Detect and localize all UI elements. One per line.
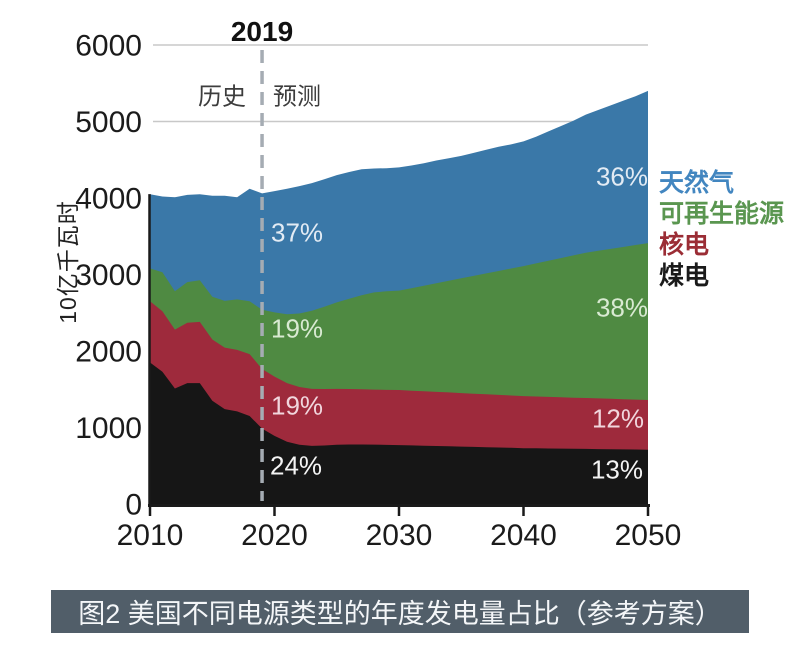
y-tick-label: 6000 <box>75 30 142 63</box>
annotation-coal-2019-pct: 24% <box>270 450 323 481</box>
x-tick-label: 2040 <box>490 519 557 552</box>
caption-text: 图2 美国不同电源类型的年度发电量占比（参考方案） <box>78 599 722 629</box>
y-tick-label: 1000 <box>75 412 142 445</box>
annotation-gas-2050-pct: 36% <box>595 161 649 192</box>
annotation-nuclear-2019-pct: 19% <box>271 390 324 421</box>
divider-year-label: 2019 <box>230 16 294 47</box>
y-tick-label: 5000 <box>75 106 142 139</box>
area-煤电 <box>150 362 648 504</box>
x-tick-label: 2020 <box>241 519 308 552</box>
y-tick-label: 2000 <box>75 336 142 369</box>
legend-item-nuclear: 核电 <box>659 231 710 259</box>
legend: 天然气 可再生能源 核电 煤电 <box>659 168 784 292</box>
stacked-area-chart: 2010 2020 2030 2040 2050 0 1000 2000 3000 4000 500… <box>75 30 682 553</box>
annotation-renewables-2019-pct: 19% <box>271 313 324 344</box>
annotation-nuclear-2050-pct: 12% <box>591 403 645 434</box>
caption-bar: 图2 美国不同电源类型的年度发电量占比（参考方案） <box>51 590 749 633</box>
annotation-renewables-2050-pct: 38% <box>595 292 649 323</box>
legend-item-coal: 煤电 <box>659 262 710 290</box>
forecast-label: 预测 <box>273 83 321 111</box>
y-tick-label: 0 <box>125 489 142 522</box>
x-tick-label: 2010 <box>117 519 184 552</box>
x-tick-label: 2050 <box>615 519 682 552</box>
y-axis-title: 10亿千瓦时 <box>55 200 81 324</box>
annotation-gas-2019-pct: 37% <box>271 217 324 248</box>
history-label: 历史 <box>198 83 246 111</box>
annotation-coal-2050-pct: 13% <box>590 454 644 485</box>
y-tick-label: 3000 <box>75 259 142 292</box>
legend-item-natural-gas: 天然气 <box>659 169 735 197</box>
y-tick-label: 4000 <box>75 183 142 216</box>
x-tick-label: 2030 <box>366 519 433 552</box>
legend-item-renewables: 可再生能源 <box>659 200 785 228</box>
